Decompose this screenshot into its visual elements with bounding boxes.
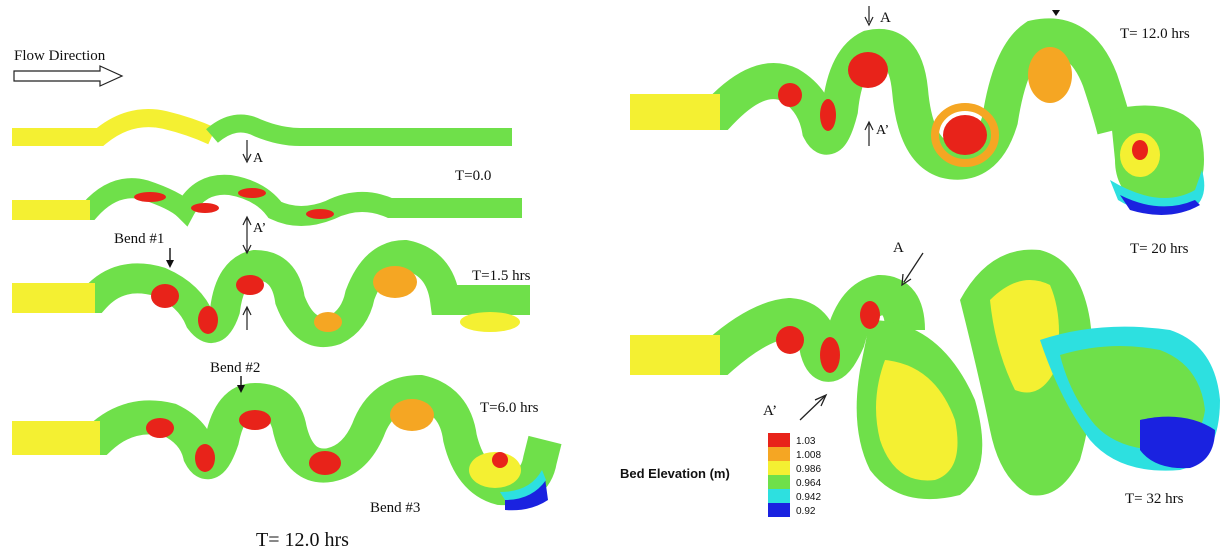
- legend-swatch: [768, 433, 790, 447]
- time-label: T= 20 hrs: [1130, 241, 1189, 257]
- section-marker-a-left: [242, 140, 252, 164]
- caption-time: T= 12.0 hrs: [256, 529, 349, 551]
- channel-t20-32-right: [630, 249, 1220, 500]
- legend-title: Bed Elevation (m): [620, 466, 730, 481]
- channel-reach-green: [206, 114, 512, 146]
- legend-value: 0.964: [796, 478, 821, 489]
- legend-swatch: [768, 447, 790, 461]
- bend-2-arrow: [237, 376, 245, 393]
- legend-swatch: [768, 489, 790, 503]
- legend-value: 0.92: [796, 506, 816, 517]
- legend-swatch: [768, 475, 790, 489]
- bend-label: Bend #3: [370, 500, 420, 516]
- flow-direction-label: Flow Direction: [14, 48, 106, 64]
- section-marker-a-prime-left: [242, 215, 252, 255]
- section-a-prime-label: A’: [253, 221, 266, 236]
- flow-direction-arrow: [13, 65, 124, 87]
- section-marker-a-right-2: [901, 252, 924, 287]
- section-marker-a-prime-right-2: [799, 393, 828, 421]
- deposition-zone: [505, 478, 548, 511]
- time-label: T= 32 hrs: [1125, 491, 1184, 507]
- bend-label: Bend #1: [114, 231, 164, 247]
- channel-t0: [12, 174, 522, 227]
- section-marker-a-prime-right: [864, 120, 874, 146]
- legend-value: 1.008: [796, 450, 821, 461]
- legend-swatch: [768, 461, 790, 475]
- erosion-zone: [238, 188, 266, 198]
- section-a-prime-label: A’: [876, 123, 889, 138]
- section-a-label: A: [880, 10, 891, 26]
- time-label: T=1.5 hrs: [472, 268, 531, 284]
- section-arrow-row3: [242, 305, 252, 330]
- channel-t12-right: [630, 18, 1205, 215]
- channel-initial: [12, 109, 512, 146]
- channel-reach-yellow: [12, 109, 216, 146]
- bend-label: Bend #2: [210, 360, 260, 376]
- bend-marker-icon: [1052, 10, 1060, 16]
- legend-value: 1.03: [796, 436, 816, 447]
- bed-elevation-legend: Bed Elevation (m) 1.03 1.008 0.986 0.964 0.9…: [620, 433, 821, 517]
- erosion-zone: [306, 209, 334, 219]
- section-marker-a-right: [864, 6, 874, 27]
- erosion-zone: [134, 192, 166, 202]
- channel-t6: [12, 374, 562, 511]
- section-a-prime-label: A’: [763, 403, 777, 419]
- bend-1-arrow: [166, 248, 174, 268]
- section-a-label: A: [893, 240, 904, 256]
- legend-swatch: [768, 503, 790, 517]
- time-label: T=6.0 hrs: [480, 400, 539, 416]
- time-label: T=0.0: [455, 168, 491, 184]
- section-a-label: A: [253, 151, 264, 166]
- legend-value: 0.942: [796, 492, 821, 503]
- legend-value: 0.986: [796, 464, 821, 475]
- time-label: T= 12.0 hrs: [1120, 26, 1190, 42]
- erosion-zone: [191, 203, 219, 213]
- channel-t1-5: [12, 239, 530, 347]
